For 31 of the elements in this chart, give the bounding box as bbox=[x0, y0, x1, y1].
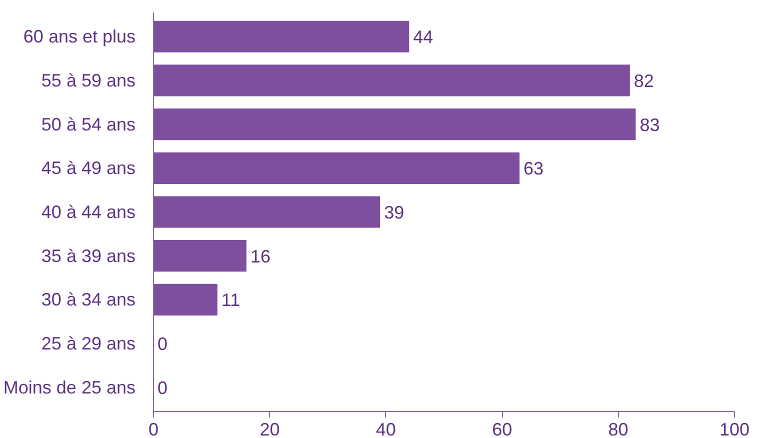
data-label: 0 bbox=[158, 334, 168, 354]
bar bbox=[154, 64, 630, 96]
bar bbox=[154, 284, 218, 316]
x-tick-label: 60 bbox=[492, 420, 512, 438]
data-label: 82 bbox=[634, 70, 654, 91]
bar bbox=[154, 196, 380, 228]
y-tick-label: 50 à 54 ans bbox=[41, 114, 136, 134]
x-tick-label: 20 bbox=[260, 420, 280, 438]
y-tick-label: 45 à 49 ans bbox=[41, 158, 136, 178]
y-tick-label: 55 à 59 ans bbox=[41, 70, 136, 90]
data-label: 11 bbox=[221, 290, 240, 310]
y-tick-label: 30 à 34 ans bbox=[41, 290, 136, 310]
y-tick-label: Moins de 25 ans bbox=[3, 377, 136, 398]
x-tick-label: 80 bbox=[608, 420, 628, 438]
x-tick-label: 40 bbox=[376, 420, 396, 438]
bar bbox=[154, 108, 636, 140]
data-label: 83 bbox=[640, 114, 660, 135]
data-label: 16 bbox=[250, 246, 270, 266]
x-tick-label: 100 bbox=[719, 420, 750, 438]
y-tick-label: 25 à 29 ans bbox=[41, 334, 136, 354]
bar bbox=[154, 152, 520, 184]
x-tick-label: 0 bbox=[148, 420, 159, 438]
y-tick-label: 60 ans et plus bbox=[23, 26, 136, 47]
bar bbox=[154, 20, 410, 52]
y-tick-label: 35 à 39 ans bbox=[41, 246, 136, 266]
bar bbox=[154, 240, 246, 272]
data-label: 63 bbox=[524, 158, 544, 179]
y-tick-label: 40 à 44 ans bbox=[41, 202, 136, 222]
data-label: 39 bbox=[384, 202, 404, 222]
data-label: 44 bbox=[413, 27, 434, 48]
data-label: 0 bbox=[158, 378, 168, 398]
